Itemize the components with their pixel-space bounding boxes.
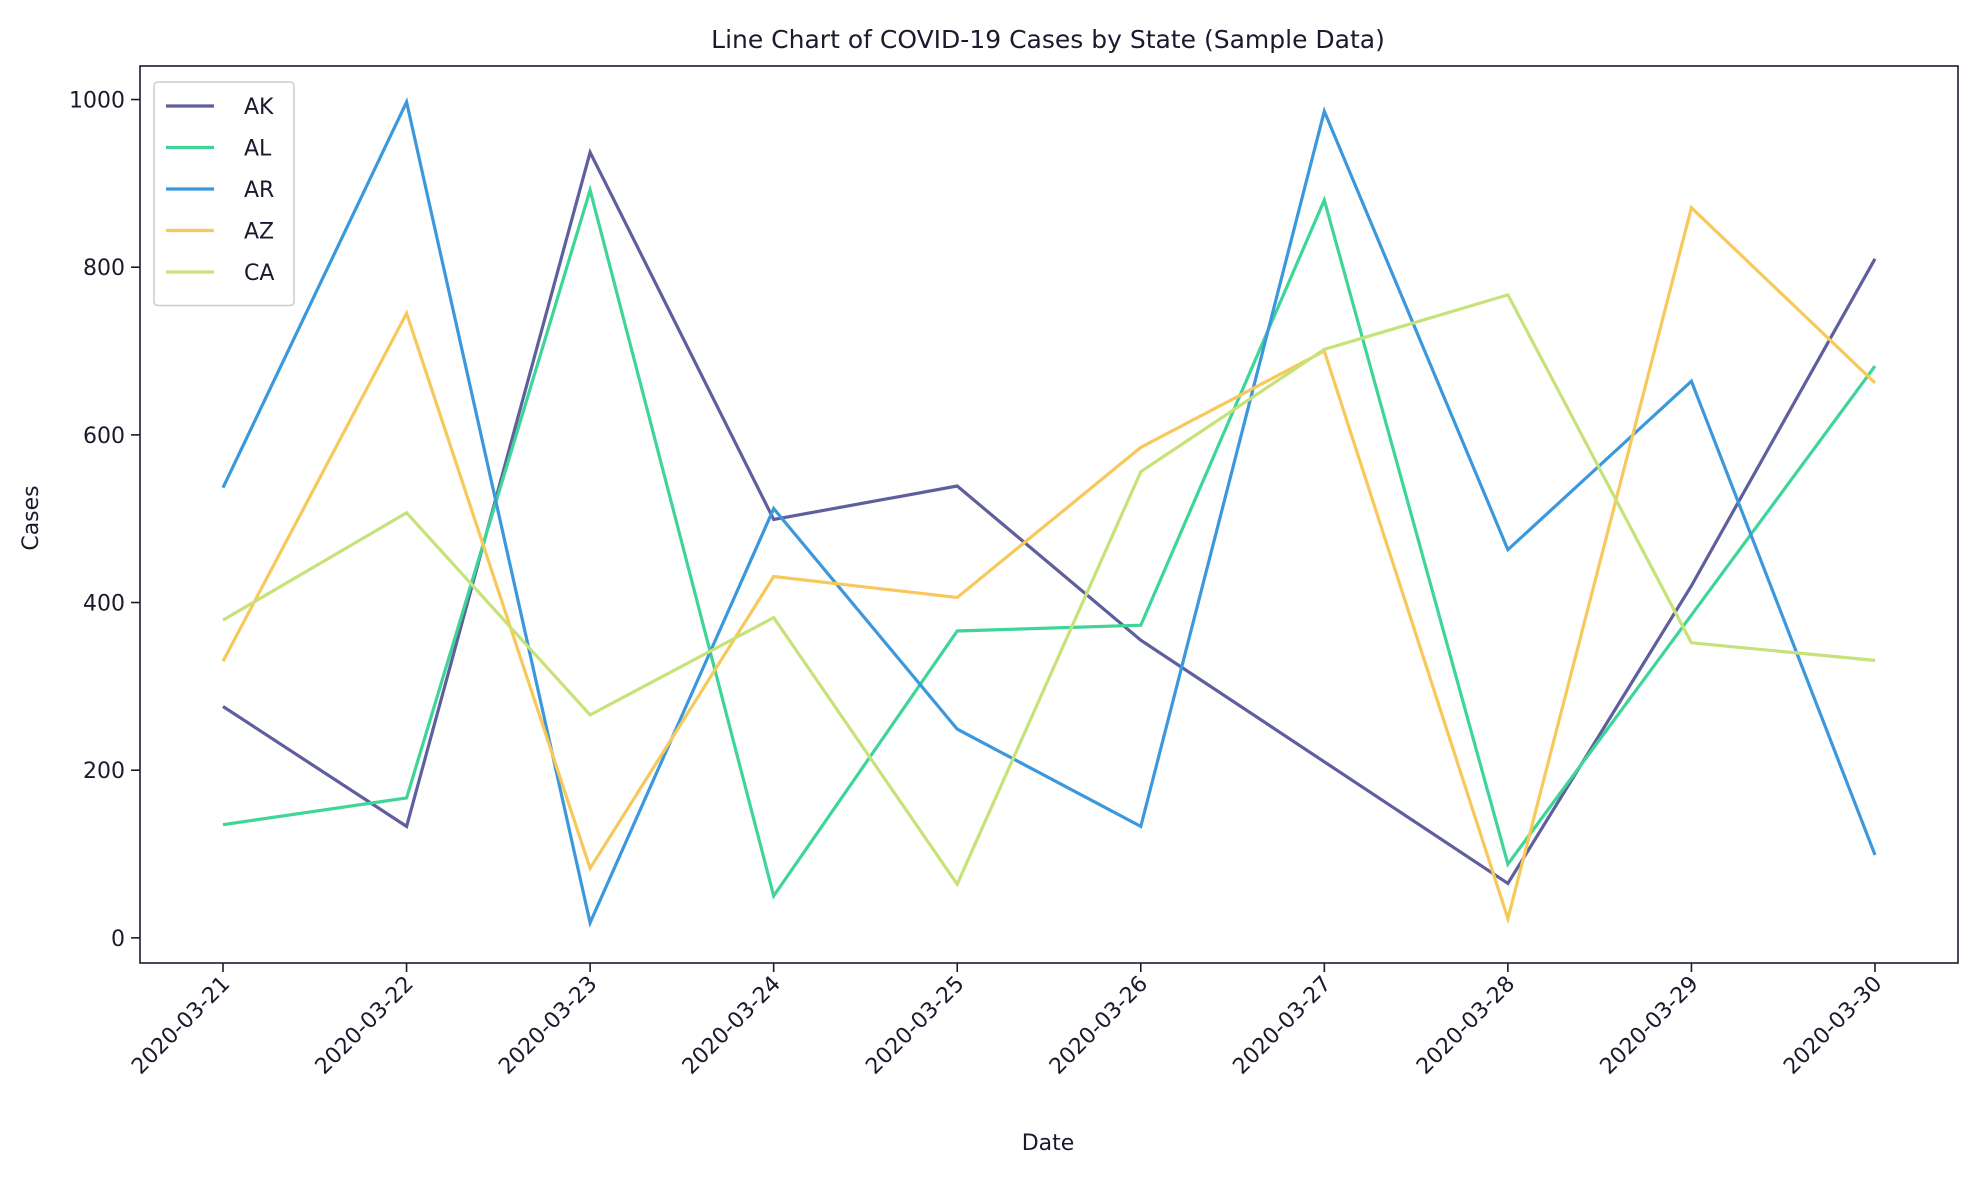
- y-tick-label: 600: [83, 424, 125, 449]
- x-tick-label: 2020-03-29: [1596, 972, 1704, 1080]
- x-tick-label: 2020-03-24: [678, 972, 786, 1080]
- x-tick-label: 2020-03-30: [1779, 972, 1887, 1080]
- y-tick-label: 400: [83, 592, 125, 617]
- legend-box: [153, 81, 295, 307]
- x-axis-label: Date: [1022, 1131, 1075, 1156]
- x-tick-label: 2020-03-28: [1412, 972, 1520, 1080]
- series-line-al: [222, 184, 1877, 900]
- legend-label-ca: CA: [244, 261, 274, 286]
- series-line-az: [221, 204, 1877, 925]
- legend-label-ak: AK: [244, 95, 274, 120]
- y-tick-label: 800: [83, 256, 125, 281]
- chart-title: Line Chart of COVID-19 Cases by State (S…: [711, 25, 1385, 54]
- y-tick-label: 1000: [69, 89, 125, 114]
- x-tick-label: 2020-03-27: [1228, 972, 1336, 1080]
- x-tick-label: 2020-03-23: [494, 972, 602, 1080]
- x-tick-label: 2020-03-22: [311, 972, 419, 1080]
- y-tick-label: 200: [83, 759, 125, 784]
- legend-label-ar: AR: [244, 178, 274, 203]
- x-tick-label: 2020-03-25: [861, 972, 969, 1080]
- y-tick-label: 0: [111, 927, 125, 952]
- x-tick-label: 2020-03-21: [127, 972, 235, 1080]
- legend-label-al: AL: [244, 137, 272, 162]
- x-tick-label: 2020-03-26: [1045, 972, 1153, 1080]
- y-axis-label: Cases: [19, 485, 44, 550]
- series-line-ca: [222, 292, 1876, 888]
- plot-frame: [139, 65, 1959, 964]
- legend: AK AL AR AZ CA: [153, 81, 295, 307]
- legend-label-az: AZ: [244, 220, 274, 245]
